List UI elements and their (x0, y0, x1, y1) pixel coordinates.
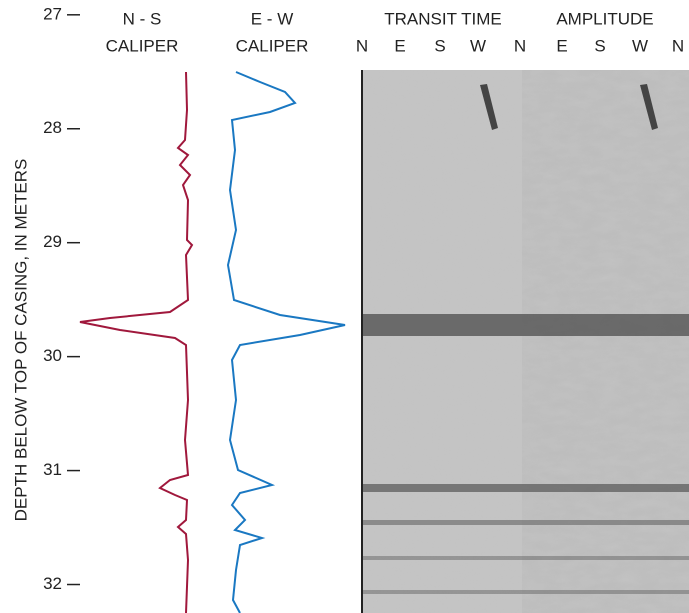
y-tick-label: 32 (43, 574, 62, 593)
track-label: CALIPER (236, 36, 309, 55)
y-tick-label: 31 (43, 460, 62, 479)
y-axis-label: DEPTH BELOW TOP OF CASING, IN METERS (11, 159, 30, 522)
track-name: E - W (251, 9, 294, 28)
ns-caliper-curve (80, 72, 192, 613)
y-tick-label: 27 (43, 4, 62, 23)
direction-label: S (594, 36, 605, 55)
image-track-title: TRANSIT TIME (384, 9, 501, 28)
image-track-title: AMPLITUDE (556, 9, 653, 28)
y-tick-label: 29 (43, 232, 62, 251)
headers: N - S CALIPER E - W CALIPER TRANSIT TIME AMPL… (106, 9, 685, 55)
direction-label: N (514, 36, 526, 55)
y-tick-label: 28 (43, 118, 62, 137)
figure: DEPTH BELOW TOP OF CASING, IN METERS N -… (0, 0, 689, 613)
y-axis: 27 28 29 30 31 32 (43, 4, 80, 593)
direction-label: N (672, 36, 684, 55)
direction-label: N (356, 36, 368, 55)
direction-label: W (632, 36, 648, 55)
direction-label: W (470, 36, 486, 55)
direction-label: S (434, 36, 445, 55)
image-panels (362, 70, 689, 613)
track-label: CALIPER (106, 36, 179, 55)
direction-label: E (394, 36, 405, 55)
ew-caliper-curve (228, 72, 345, 613)
y-tick-label: 30 (43, 346, 62, 365)
direction-label: E (556, 36, 567, 55)
track-name: N - S (123, 9, 162, 28)
